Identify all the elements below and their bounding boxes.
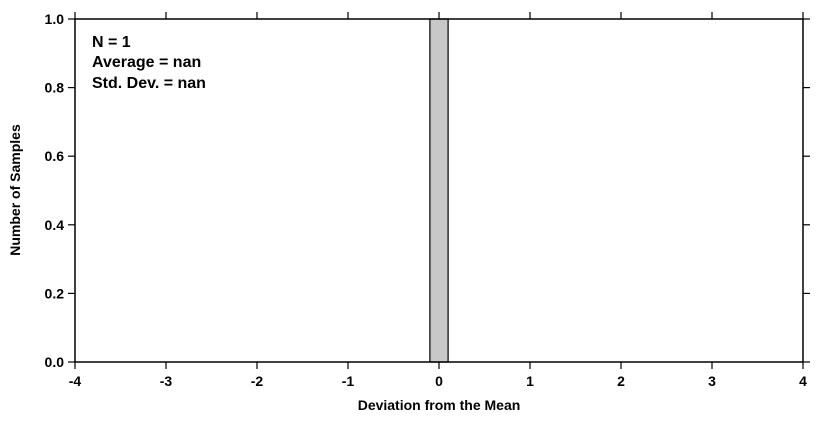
histogram-bar (429, 18, 449, 363)
x-tick-label: 4 (799, 373, 807, 389)
y-tick-label: 0.8 (45, 80, 65, 96)
y-tick-label: 0.6 (45, 148, 65, 164)
annotation-average: Average = nan (92, 54, 201, 71)
x-tick-label: 2 (617, 373, 625, 389)
x-tick-label: 3 (708, 373, 716, 389)
y-tick-label: 0.0 (45, 354, 65, 370)
x-tick-label: 0 (435, 373, 443, 389)
x-tick-label: -4 (69, 373, 82, 389)
y-tick-label: 0.2 (45, 285, 65, 301)
x-tick-label: -3 (160, 373, 173, 389)
y-tick-label: 0.4 (45, 217, 65, 233)
x-tick-label: -1 (342, 373, 355, 389)
x-axis-label: Deviation from the Mean (358, 397, 521, 413)
x-tick-label: 1 (526, 373, 534, 389)
x-tick-label: -2 (251, 373, 264, 389)
y-tick-label: 1.0 (45, 11, 65, 27)
annotation-n: N = 1 (92, 34, 131, 51)
annotation-stddev: Std. Dev. = nan (92, 75, 206, 92)
y-axis-label: Number of Samples (7, 124, 23, 256)
